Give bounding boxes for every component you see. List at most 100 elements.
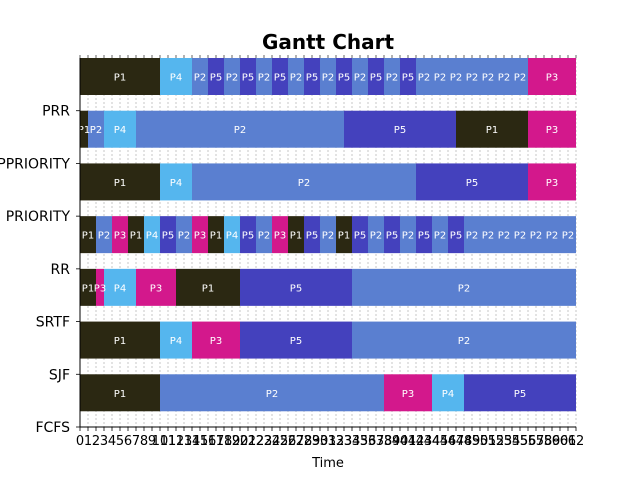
x-tick-label: 17 [208,434,225,449]
gantt-segment [304,58,320,95]
x-tick-label: 14 [184,434,201,449]
x-tick-label: 61 [560,434,577,449]
gantt-segment [80,374,160,412]
segment-label: P1 [114,336,126,347]
segment-label: P2 [354,73,366,84]
gantt-segment [344,110,456,148]
gantt-segment [240,268,352,306]
segment-label: P5 [306,73,318,84]
segment-label: P1 [486,125,498,136]
gantt-segment [208,216,224,254]
x-tick-label: 31 [320,434,337,449]
segment-label: P2 [562,231,574,242]
gantt-bars [80,58,576,412]
segment-label: P5 [210,73,222,84]
x-tick-label: 15 [192,434,209,449]
segment-label: P2 [266,389,278,400]
segment-label: P4 [146,231,158,242]
x-tick-label: 40 [392,434,409,449]
segment-label: P2 [386,73,398,84]
segment-label: P3 [114,231,126,242]
gantt-segment [160,216,176,254]
segment-label: P2 [514,231,526,242]
gantt-segment [352,321,576,359]
chart-title: Gantt Chart [262,30,395,54]
gantt-segment [104,268,136,306]
x-tick-label: 36 [360,434,377,449]
gantt-segment [528,163,576,201]
segment-label: P2 [482,231,494,242]
x-tick-label: 38 [376,434,393,449]
gantt-segment [256,58,272,95]
gantt-segment [336,58,352,95]
gantt-segment [160,321,192,359]
segment-label: P2 [482,73,494,84]
segment-label: P5 [290,336,302,347]
segment-label: P2 [402,231,414,242]
x-tick-label: 2 [92,434,100,449]
gantt-segment [512,216,528,254]
x-tick-label: 3 [100,434,108,449]
gantt-segment [272,58,288,95]
gantt-segment [416,58,432,95]
gantt-segment [88,110,104,148]
gantt-segment [136,268,176,306]
segment-label: P3 [546,178,558,189]
x-tick-label: 39 [384,434,401,449]
segment-label: P3 [94,283,106,294]
segment-labels: P1 P4 P2 P5 P2 P5 P2 P5 P2 P5 P2 P5 P2 P5 P2 P5 P2 P2 P2 P2… [78,73,574,400]
x-tick-label: 11 [160,434,177,449]
segment-label: P2 [258,73,270,84]
y-tick-label: PPRIORITY [0,156,70,172]
gantt-segment [192,216,208,254]
segment-label: P4 [170,73,182,84]
gantt-segment [192,163,416,201]
gantt-segment [288,58,304,95]
gantt-segment [96,216,112,254]
x-tick-label: 1 [84,434,92,449]
x-tick-label: 59 [544,434,561,449]
x-tick-label: 54 [504,434,521,449]
segment-label: P2 [290,73,302,84]
segment-label: P2 [434,231,446,242]
x-tick-label: 53 [496,434,513,449]
segment-label: P2 [178,231,190,242]
gantt-segment [496,216,512,254]
segment-label: P5 [514,389,526,400]
gantt-segment [352,268,576,306]
segment-label: P2 [530,231,542,242]
segment-label: P1 [114,389,126,400]
y-tick-label: RR [51,262,71,278]
gantt-segment [400,58,416,95]
segment-label: P2 [514,73,526,84]
x-tick-label: 33 [336,434,353,449]
segment-label: P5 [274,73,286,84]
segment-label: P1 [82,231,94,242]
gantt-segment [496,58,512,95]
x-tick-label: 44 [424,434,441,449]
gantt-segment [136,110,344,148]
gantt-segment [176,268,240,306]
x-tick-label: 55 [512,434,529,449]
segment-label: P4 [170,336,182,347]
gantt-segment [400,216,416,254]
segment-label: P1 [114,73,126,84]
segment-label: P2 [258,231,270,242]
gantt-segment [528,58,576,95]
x-tick-label: 6 [124,434,132,449]
gantt-segment [544,216,560,254]
gantt-segment [240,216,256,254]
segment-label: P2 [458,336,470,347]
x-tick-label: 46 [440,434,457,449]
gantt-segment [256,216,272,254]
gantt-segment [96,268,104,306]
gantt-segment [432,58,448,95]
gantt-segment [272,216,288,254]
gantt-segment [448,58,464,95]
gantt-segment [480,58,496,95]
segment-label: P4 [170,178,182,189]
segment-label: P2 [194,73,206,84]
segment-label: P2 [90,125,102,136]
segment-label: P2 [450,73,462,84]
gantt-segment [80,216,96,254]
